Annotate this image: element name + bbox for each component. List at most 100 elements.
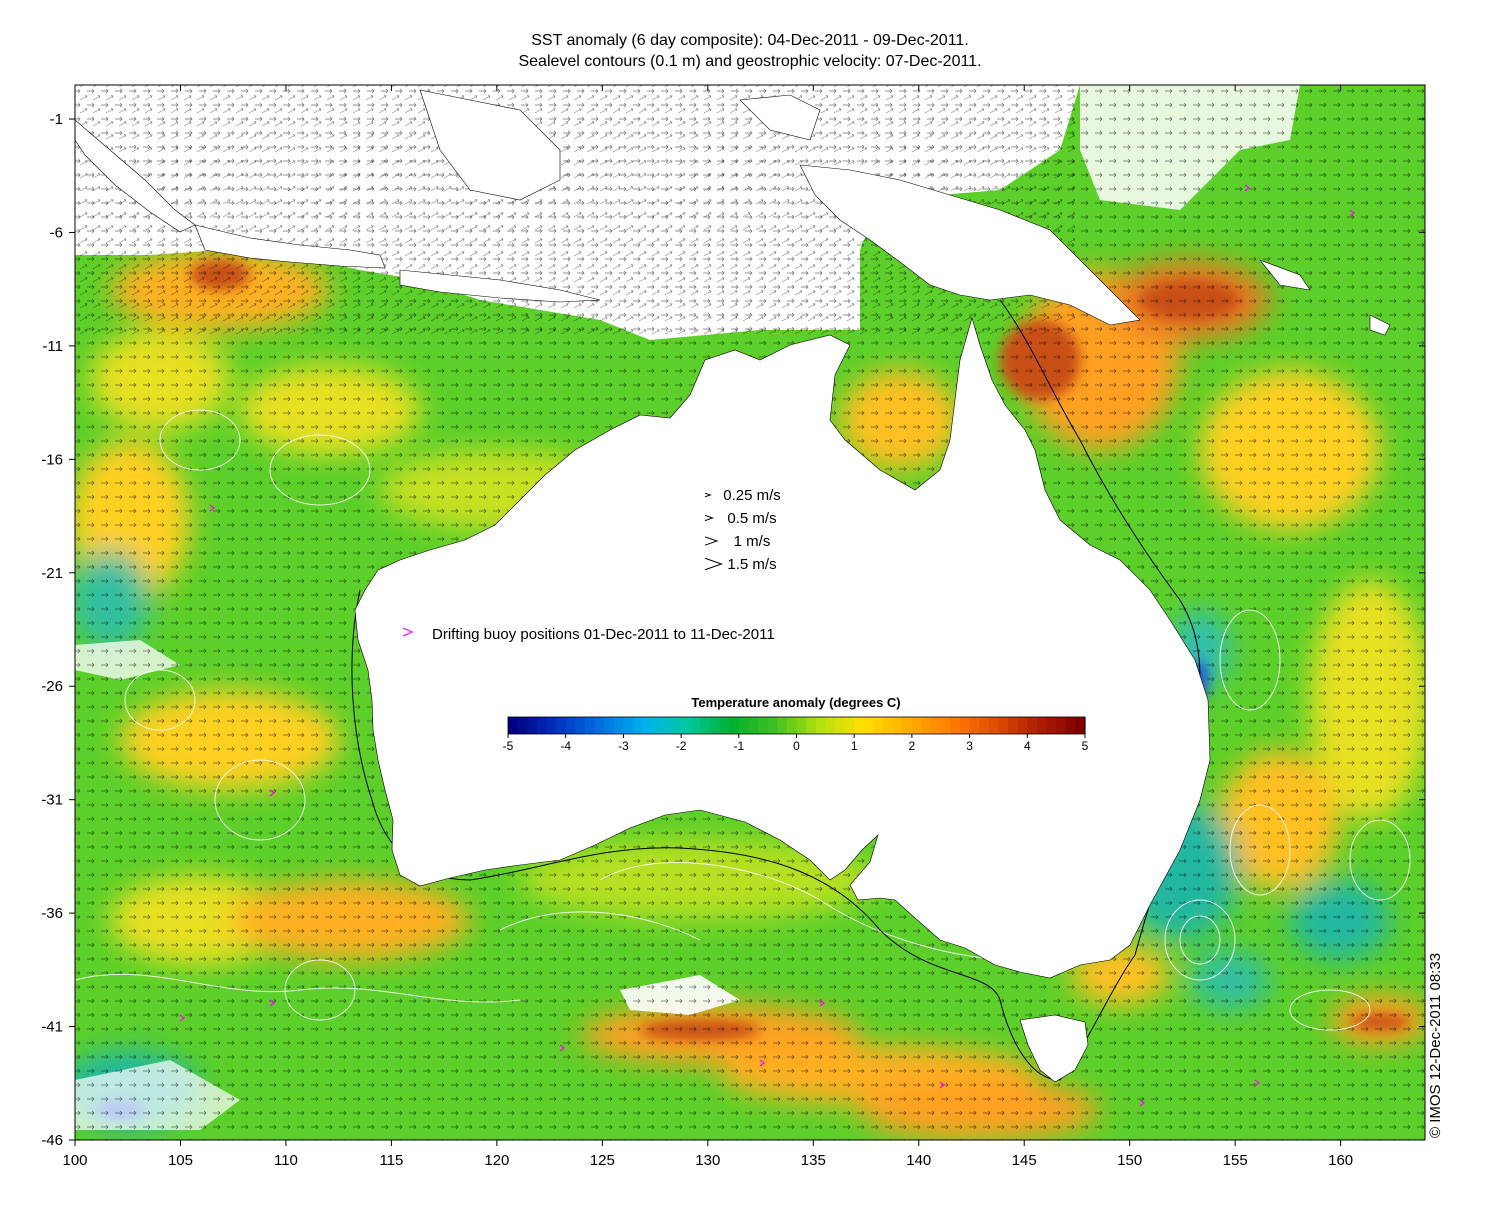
- colorbar: Temperature anomaly (degrees C) -5 -4 -3 -2…: [503, 695, 1089, 753]
- x-tick-label: 120: [484, 1152, 509, 1169]
- velocity-legend-arrow: [704, 536, 719, 546]
- x-tick-label: 155: [1223, 1152, 1248, 1169]
- velocity-legend-arrow: [704, 492, 712, 498]
- colorbar-swatch: [815, 717, 826, 734]
- colorbar-swatch: [729, 717, 740, 734]
- colorbar-swatch: [902, 717, 913, 734]
- colorbar-swatch: [594, 717, 605, 734]
- colorbar-swatch: [604, 717, 615, 734]
- colorbar-tick-label: -5: [503, 739, 514, 753]
- y-tick-label: -1: [50, 111, 63, 128]
- colorbar-swatch: [748, 717, 759, 734]
- colorbar-swatch: [998, 717, 1009, 734]
- colorbar-gradient: [508, 717, 1086, 734]
- colorbar-swatch: [1075, 717, 1086, 734]
- borneo-land: [419, 89, 561, 201]
- map-plot-area: [75, 85, 1425, 1140]
- velocity-legend-label: 1 m/s: [734, 533, 771, 550]
- colorbar-swatch: [883, 717, 894, 734]
- colorbar-tick-label: -4: [560, 739, 571, 753]
- x-tick-label: 100: [62, 1152, 87, 1169]
- colorbar-tick-label: 3: [966, 739, 973, 753]
- y-tick-label: -11: [42, 338, 63, 355]
- sumatra-land: [75, 119, 196, 233]
- x-tick-label: 145: [1012, 1152, 1037, 1169]
- colorbar-swatch: [767, 717, 778, 734]
- x-tick-label: 160: [1328, 1152, 1353, 1169]
- colorbar-tick-label: 0: [793, 739, 800, 753]
- colorbar-swatch: [633, 717, 644, 734]
- colorbar-swatch: [584, 717, 596, 734]
- colorbar-swatch: [1065, 717, 1076, 734]
- colorbar-tick-label: 5: [1082, 739, 1089, 753]
- colorbar-swatch: [652, 717, 663, 734]
- colorbar-swatch: [758, 717, 769, 734]
- colorbar-tick-label: -3: [618, 739, 629, 753]
- lesser-sunda-land: [399, 269, 601, 303]
- colorbar-tick-label: 2: [909, 739, 916, 753]
- colorbar-swatch: [642, 717, 653, 734]
- colorbar-swatch: [844, 717, 855, 734]
- x-tick-label: 110: [274, 1152, 298, 1169]
- australia-land: [354, 316, 1211, 979]
- colorbar-swatch: [623, 717, 634, 734]
- colorbar-swatch: [546, 717, 557, 734]
- y-tick-label: -36: [41, 905, 63, 922]
- colorbar-swatch: [969, 717, 980, 734]
- colorbar-swatch: [681, 717, 692, 734]
- velocity-legend-label: 0.5 m/s: [727, 510, 776, 527]
- colorbar-swatch: [1046, 717, 1057, 734]
- velocity-legend-arrow: [704, 514, 715, 522]
- colorbar-swatch: [931, 717, 942, 734]
- colorbar-swatch: [863, 717, 875, 734]
- colorbar-swatch: [959, 717, 971, 734]
- colorbar-swatch: [1017, 717, 1028, 734]
- java-land: [194, 224, 386, 269]
- colorbar-swatch: [575, 717, 586, 734]
- chart-title-line-2: Sealevel contours (0.1 m) and geostrophi…: [518, 53, 982, 70]
- colorbar-swatch: [565, 717, 576, 734]
- sealevel-contours: [75, 409, 1411, 1031]
- colorbar-swatch: [556, 717, 567, 734]
- colorbar-tick-label: -1: [733, 739, 744, 753]
- chart-title-line-1: SST anomaly (6 day composite): 04-Dec-20…: [531, 32, 969, 49]
- colorbar-swatch: [738, 717, 750, 734]
- buoy-legend-marker: [402, 627, 414, 637]
- y-tick-label: -26: [41, 678, 63, 695]
- colorbar-swatch: [671, 717, 682, 734]
- colorbar-swatch: [979, 717, 990, 734]
- colorbar-swatch: [709, 717, 721, 734]
- colorbar-swatch: [613, 717, 624, 734]
- x-tick-label: 105: [168, 1152, 193, 1169]
- colorbar-swatch: [950, 717, 961, 734]
- velocity-legend: 0.25 m/s 0.5 m/s 1 m/s 1.5 m/s: [704, 487, 781, 573]
- colorbar-tick-label: -2: [676, 739, 687, 753]
- colorbar-tick-label: 1: [851, 739, 858, 753]
- colorbar-swatch: [1008, 717, 1019, 734]
- colorbar-swatch: [1027, 717, 1038, 734]
- colorbar-swatch: [690, 717, 701, 734]
- y-axis-latitude: -1-6-11-16-21-26-31-36-41-46: [41, 111, 1425, 1149]
- x-tick-label: 140: [906, 1152, 931, 1169]
- colorbar-ticks: -5 -4 -3 -2 -1 0 1 2 3 4 5: [503, 734, 1089, 753]
- copyright-text: © IMOS 12-Dec-2011 08:33: [1427, 953, 1444, 1138]
- x-axis-longitude: 100 105 110 115 120 125 130 135 140 145 150 155 160: [62, 85, 1353, 1169]
- plot-frame: [74, 84, 1426, 1141]
- buoy-legend-label: Drifting buoy positions 01-Dec-2011 to 1…: [432, 626, 775, 643]
- colorbar-swatch: [719, 717, 730, 734]
- x-tick-label: 125: [590, 1152, 615, 1169]
- colorbar-swatch: [911, 717, 923, 734]
- colorbar-swatch: [921, 717, 932, 734]
- colorbar-swatch: [661, 717, 673, 734]
- colorbar-swatch: [536, 717, 548, 734]
- y-tick-label: -21: [41, 565, 63, 582]
- colorbar-swatch: [854, 717, 865, 734]
- y-tick-label: -41: [41, 1019, 63, 1036]
- tasmania-land: [1019, 1014, 1089, 1083]
- colorbar-swatch: [527, 717, 538, 734]
- x-tick-label: 150: [1117, 1152, 1142, 1169]
- colorbar-swatch: [834, 717, 846, 734]
- colorbar-swatch: [1056, 717, 1067, 734]
- colorbar-tick-label: 4: [1024, 739, 1031, 753]
- buoy-legend: Drifting buoy positions 01-Dec-2011 to 1…: [402, 626, 775, 643]
